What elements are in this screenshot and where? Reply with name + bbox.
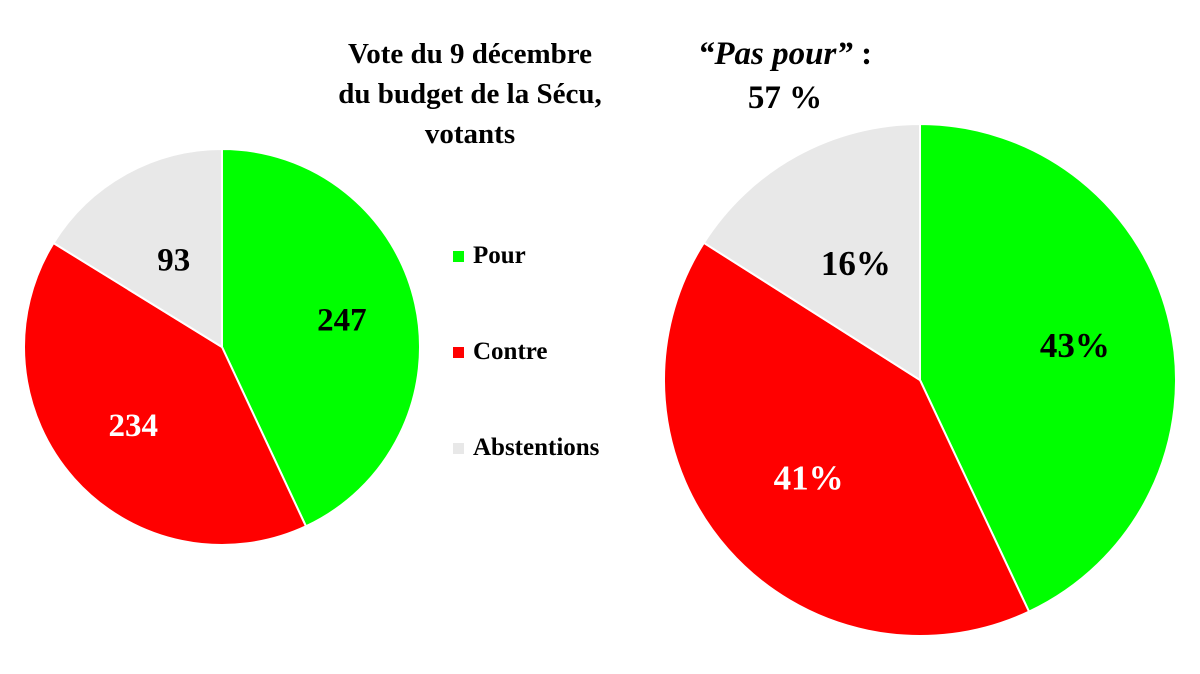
legend-label-abstentions: Abstentions [473, 434, 600, 461]
legend-swatch-contre [453, 347, 464, 358]
pie-chart-counts: 247 234 93 [23, 147, 421, 546]
pie-slice-counts-contre [23, 241, 308, 546]
pie-chart-percentages: 43% 41% 16% [662, 122, 1177, 637]
headline-colon: : [852, 36, 873, 72]
legend-item-abstentions: Abstentions [453, 428, 653, 524]
legend: Pour Contre Abstentions [453, 236, 653, 524]
title-line-1: Vote du 9 décembre [347, 38, 593, 70]
pie-slice-percent-abstentions [702, 122, 921, 382]
legend-label-pour: Pour [473, 242, 526, 269]
data-label-percent-pour: 43% [1040, 326, 1110, 365]
pie-slice-counts-abstentions [52, 147, 223, 349]
chart-title: Vote du 9 décembre du budget de la Sécu,… [290, 34, 650, 154]
data-label-counts-pour: 247 [317, 302, 367, 338]
legend-item-contre: Contre [453, 332, 653, 428]
legend-label-contre: Contre [473, 338, 548, 365]
data-label-counts-abstentions: 93 [157, 243, 190, 279]
data-label-counts-contre: 234 [109, 408, 159, 444]
title-line-3: votants [424, 118, 516, 150]
headline-pas-pour: “Pas pour” : 57 % [650, 32, 920, 120]
title-line-2: du budget de la Sécu, [338, 78, 602, 110]
data-label-percent-abstentions: 16% [821, 244, 891, 283]
legend-swatch-abstentions [453, 443, 464, 454]
legend-item-pour: Pour [453, 236, 653, 332]
headline-quote-line: “Pas pour” : [650, 32, 920, 76]
pie-slice-percent-pour [919, 122, 1177, 613]
headline-quote: “Pas pour” [697, 36, 853, 72]
headline-value: 57 % [747, 80, 823, 116]
legend-swatch-pour [453, 251, 464, 262]
pie-slice-counts-pour [221, 147, 421, 528]
data-label-percent-contre: 41% [774, 459, 844, 498]
pie-slice-percent-contre [662, 241, 1031, 637]
